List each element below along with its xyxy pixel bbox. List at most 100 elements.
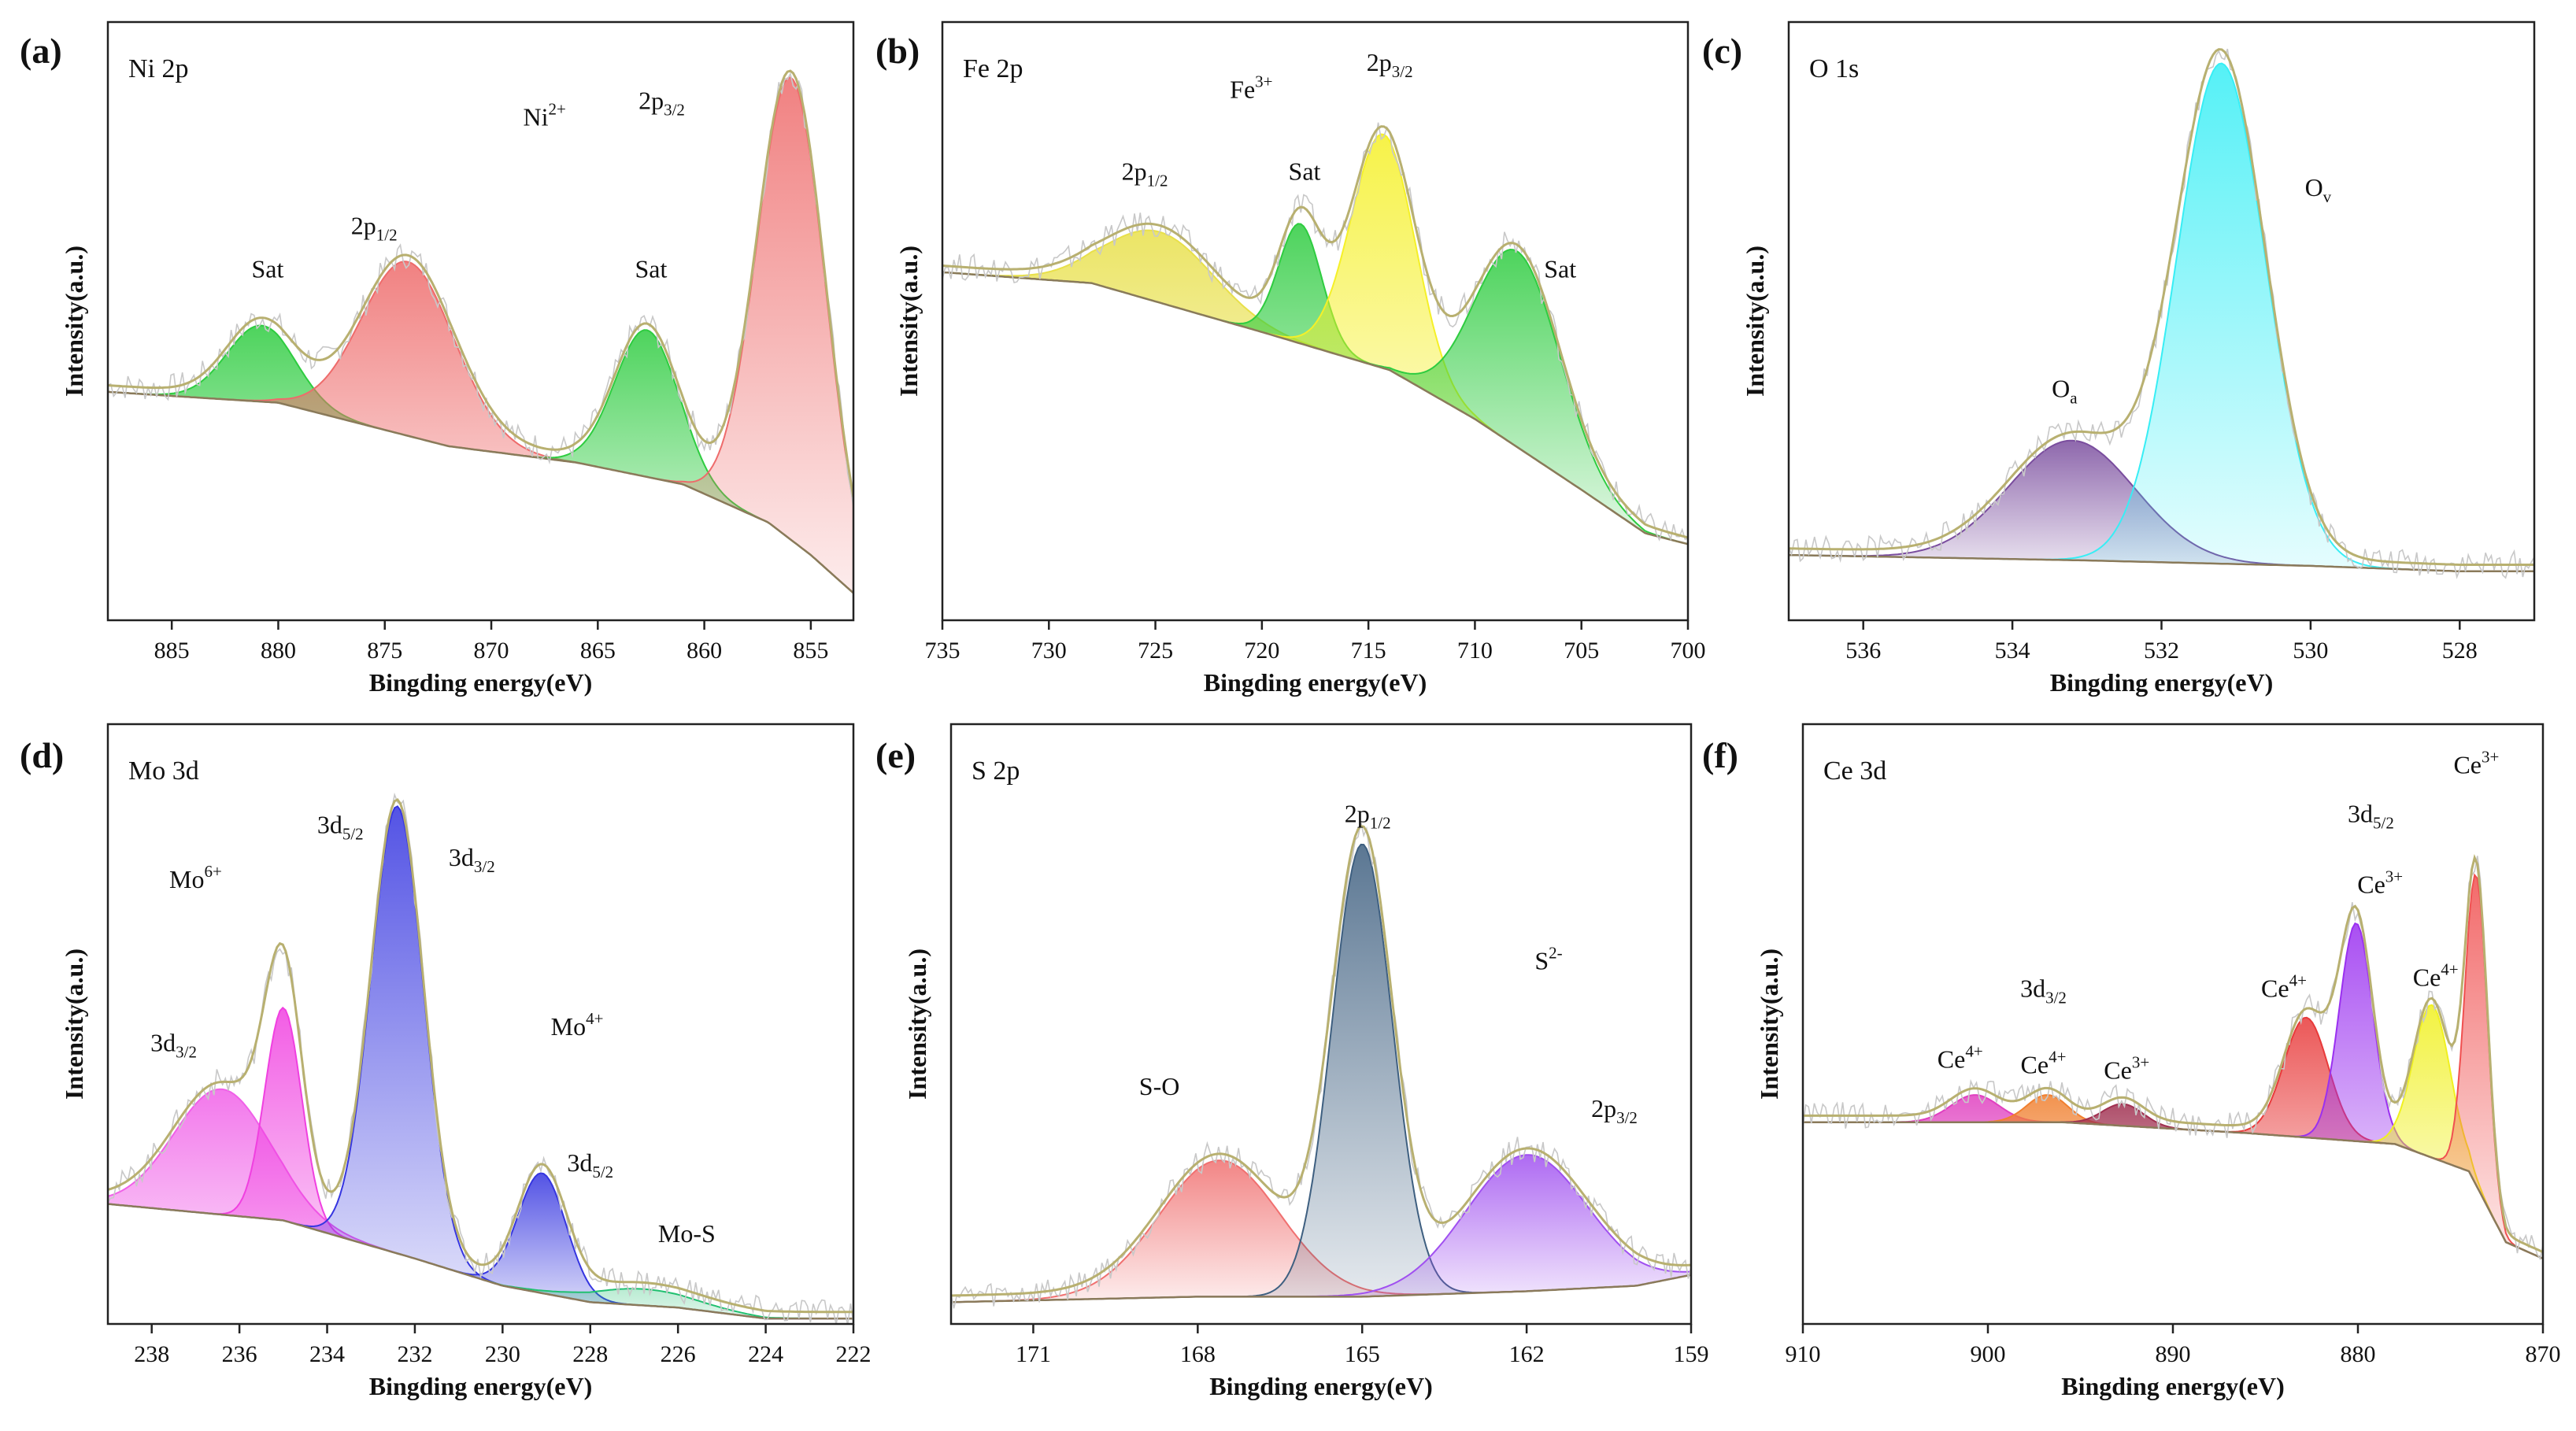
envelope-line xyxy=(1789,48,2534,566)
plot-frame xyxy=(949,723,1693,1326)
annotation-label: S-O xyxy=(1139,1072,1180,1100)
x-tick-label: 171 xyxy=(1016,1341,1051,1367)
peak-line-3d3/2 xyxy=(108,805,853,1320)
annotation-label: 2p1/2 xyxy=(1345,800,1391,833)
x-tick-label: 855 xyxy=(793,638,828,664)
x-axis-label: Bingding energy(eV) xyxy=(369,668,593,697)
peak-fill-2p3/2 xyxy=(942,134,1688,545)
background-line xyxy=(108,1203,853,1320)
annotation-label: 3d5/2 xyxy=(567,1148,613,1181)
annotation-label: 2p3/2 xyxy=(1591,1094,1638,1127)
y-axis-label: Intensity(a.u.) xyxy=(894,246,923,397)
raw-data-line xyxy=(1789,48,2534,579)
x-axis-label: Bingding energy(eV) xyxy=(1209,1372,1433,1400)
x-tick-label: 236 xyxy=(222,1341,257,1367)
x-tick-label: 232 xyxy=(397,1341,432,1367)
x-tick-label: 885 xyxy=(154,638,190,664)
annotation-label: 2p3/2 xyxy=(1367,48,1413,81)
plot-area xyxy=(1803,854,2543,1261)
annotation-label: Ce4+ xyxy=(1938,1041,1983,1073)
panel-letter: (c) xyxy=(1702,31,1742,71)
x-tick-label: 870 xyxy=(474,638,509,664)
annotation-label: Oa xyxy=(2052,375,2078,408)
background-line xyxy=(108,390,853,594)
x-tick-label: 238 xyxy=(134,1341,169,1367)
raw-data-line xyxy=(942,122,1688,542)
x-tick-label: 226 xyxy=(661,1341,696,1367)
annotation-label: Ce3+ xyxy=(2453,747,2499,778)
peak-fill-2p1/2 xyxy=(951,844,1691,1303)
peak-line-Mo-S xyxy=(108,1203,853,1320)
annotation-label: Ce3+ xyxy=(2104,1052,2149,1084)
x-tick-label: 720 xyxy=(1244,638,1279,664)
peak-fill-Sat xyxy=(942,250,1688,545)
x-tick-label: 222 xyxy=(836,1341,872,1367)
panel-letter: (f) xyxy=(1702,735,1738,775)
envelope-line xyxy=(1803,854,2543,1253)
panel-letter: (e) xyxy=(875,735,916,775)
envelope-line xyxy=(951,824,1691,1297)
annotation-label: 2p1/2 xyxy=(1122,157,1168,190)
y-axis-label: Intensity(a.u.) xyxy=(903,948,931,1100)
annotation-label: Sat xyxy=(251,255,283,283)
panel-letter: (d) xyxy=(20,735,64,775)
x-tick-label: 875 xyxy=(367,638,402,664)
peak-fill-2p3/2 xyxy=(951,1155,1691,1303)
peak-fill-3d3/2 xyxy=(108,806,853,1319)
annotation-label: Ni2+ xyxy=(523,99,565,131)
peak-fill-S-O xyxy=(951,1160,1691,1303)
raw-data-line xyxy=(951,822,1691,1309)
y-axis-label: Intensity(a.u.) xyxy=(60,246,88,397)
y-axis-label: Intensity(a.u.) xyxy=(1741,246,1769,397)
annotation-label: S2- xyxy=(1534,944,1562,975)
annotation-label: Fe3+ xyxy=(1230,72,1272,104)
annotation-label: 2p3/2 xyxy=(638,87,685,120)
annotation-label: Mo4+ xyxy=(551,1009,604,1041)
x-tick-label: 536 xyxy=(1845,638,1881,664)
x-tick-label: 880 xyxy=(2341,1341,2376,1367)
annotation-label: Sat xyxy=(1289,157,1321,185)
y-axis-label: Intensity(a.u.) xyxy=(1755,948,1783,1100)
peak-fill-2p1/2 xyxy=(108,261,853,593)
y-axis-label: Intensity(a.u.) xyxy=(60,948,88,1100)
peak-fill-Ce4+ xyxy=(1803,1004,2543,1259)
panel-c: 536 534 532 530 528 (c) O 1s Bingding energy(eV… xyxy=(1702,20,2536,697)
panel-d: 238 236 234 232 230 228 226 224 222 (d) Mo 3d Bingd… xyxy=(20,723,872,1400)
panel-title: Mo 3d xyxy=(128,756,199,786)
panel-letter: (b) xyxy=(875,31,920,71)
x-tick-label: 230 xyxy=(485,1341,520,1367)
x-tick-label: 865 xyxy=(580,638,616,664)
annotation-label: 3d3/2 xyxy=(449,843,495,876)
envelope-line xyxy=(942,125,1688,539)
annotation-label: 3d3/2 xyxy=(2020,974,2067,1007)
annotation-label: Ce4+ xyxy=(2021,1047,2067,1078)
x-axis-label: Bingding energy(eV) xyxy=(369,1372,593,1400)
x-tick-label: 715 xyxy=(1351,638,1386,664)
peak-fill-Oa xyxy=(1789,440,2534,571)
plot-area xyxy=(1789,48,2534,579)
annotation-label: 3d5/2 xyxy=(317,811,364,844)
annotation-label: 3d3/2 xyxy=(150,1029,197,1062)
x-tick-label: 165 xyxy=(1345,1341,1380,1367)
peak-fill-3d3/2 xyxy=(108,1089,853,1319)
peak-fill-2p3/2 xyxy=(108,77,853,593)
annotation-label: Ce4+ xyxy=(2261,971,2307,1002)
x-tick-label: 910 xyxy=(1786,1341,1821,1367)
panel-title: Fe 2p xyxy=(963,54,1023,83)
peak-fill-3d5/2 xyxy=(108,1008,853,1319)
x-tick-label: 534 xyxy=(1995,638,2030,664)
annotation-label: Mo6+ xyxy=(169,862,222,893)
envelope-line xyxy=(108,69,853,497)
peak-fill-Sat xyxy=(942,224,1688,545)
background-line xyxy=(1789,553,2534,573)
annotation-label: Ce3+ xyxy=(2357,867,2403,899)
panel-title: S 2p xyxy=(972,756,1020,786)
annotation-label: Mo-S xyxy=(658,1219,716,1248)
panel-title: O 1s xyxy=(1809,54,1859,83)
x-tick-label: 705 xyxy=(1564,638,1599,664)
background-line xyxy=(951,1274,1691,1303)
panel-letter: (a) xyxy=(20,31,62,71)
x-tick-label: 162 xyxy=(1509,1341,1545,1367)
panel-title: Ce 3d xyxy=(1823,756,1886,786)
